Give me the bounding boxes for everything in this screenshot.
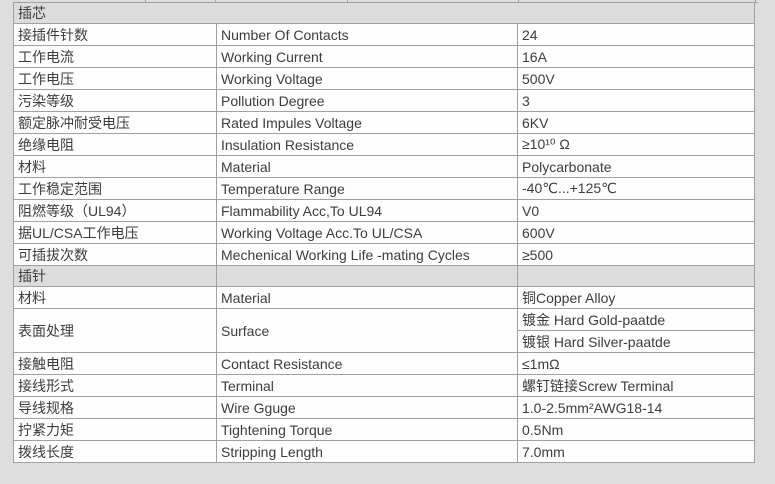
spec-label-cn: 可插拔次数 [13, 243, 217, 266]
spec-value: 16A [517, 45, 755, 68]
spec-value: ≤1mΩ [517, 352, 755, 375]
spec-row: 污染等级 Pollution Degree 3 [13, 89, 755, 112]
section-header-row: 插针 [13, 265, 755, 287]
spec-value: 24 [517, 23, 755, 46]
previous-row-column-border [215, 0, 216, 2]
spec-value: 镀银 Hard Silver-paatde [517, 330, 755, 353]
spec-row: 材料 Material Polycarbonate [13, 155, 755, 178]
spec-row: 接插件针数 Number Of Contacts 24 [13, 23, 755, 46]
spec-label-cn: 接线形式 [13, 374, 217, 397]
spec-table: 插芯 接插件针数 Number Of Contacts 24 工作电流 Working C… [13, 2, 755, 463]
section-header-row: 插芯 [13, 2, 755, 24]
spec-value: V0 [517, 199, 755, 222]
spec-value: -40℃...+125℃ [517, 177, 755, 200]
previous-row-column-border [145, 0, 146, 2]
spec-value: Polycarbonate [517, 155, 755, 178]
spec-value: ≥500 [517, 243, 755, 266]
spec-row: 工作电压 Working Voltage 500V [13, 67, 755, 90]
spec-row: 材料 Material 铜Copper Alloy [13, 286, 755, 309]
spec-label-cn: 工作电流 [13, 45, 217, 68]
spec-label-en: Tightening Torque [216, 418, 518, 441]
spec-value: 螺钉链接Screw Terminal [517, 374, 755, 397]
spec-label-cn: 绝缘电阻 [13, 133, 217, 156]
previous-row-border [753, 2, 758, 3]
spec-label-cn: 材料 [13, 286, 217, 309]
spec-label-cn: 污染等级 [13, 89, 217, 112]
spec-row: 可插拔次数 Mechenical Working Life -mating Cyc… [13, 243, 755, 266]
spec-row: 拧紧力矩 Tightening Torque 0.5Nm [13, 418, 755, 441]
spec-label-cn: 拧紧力矩 [13, 418, 217, 441]
previous-row-column-border [518, 0, 519, 2]
spec-label-en: Working Voltage Acc.To UL/CSA [216, 221, 518, 244]
spec-row: 工作稳定范围 Temperature Range -40℃...+125℃ [13, 177, 755, 200]
spec-row: 据UL/CSA工作电压 Working Voltage Acc.To UL/CSA… [13, 221, 755, 244]
spec-value: 3 [517, 89, 755, 112]
section-header-label: 插针 [13, 265, 217, 287]
spec-label-cn: 拨线长度 [13, 440, 217, 463]
spec-label-en: Surface [216, 308, 518, 353]
spec-row: 导线规格 Wire Gguge 1.0-2.5mm²AWG18-14 [13, 396, 755, 419]
section-header-blank [517, 265, 755, 287]
spec-value: 600V [517, 221, 755, 244]
spec-label-cn: 额定脉冲耐受电压 [13, 111, 217, 134]
spec-label-en: Insulation Resistance [216, 133, 518, 156]
spec-label-cn: 接触电阻 [13, 352, 217, 375]
spec-row: 拨线长度 Stripping Length 7.0mm [13, 440, 755, 463]
spec-value: 7.0mm [517, 440, 755, 463]
spec-label-en: Rated Impules Voltage [216, 111, 518, 134]
spec-value: ≥10¹⁰ Ω [517, 133, 755, 156]
spec-label-en: Flammability Acc,To UL94 [216, 199, 518, 222]
spec-row: 额定脉冲耐受电压 Rated Impules Voltage 6KV [13, 111, 755, 134]
spec-label-en: Pollution Degree [216, 89, 518, 112]
spec-label-en: Temperature Range [216, 177, 518, 200]
spec-label-en: Mechenical Working Life -mating Cycles [216, 243, 518, 266]
spec-row: 表面处理 Surface 镀金 Hard Gold-paatde [13, 308, 755, 353]
spec-value: 0.5Nm [517, 418, 755, 441]
spec-label-en: Material [216, 155, 518, 178]
spec-label-en: Number Of Contacts [216, 23, 518, 46]
spec-label-cn: 材料 [13, 155, 217, 178]
spec-label-en: Wire Gguge [216, 396, 518, 419]
spec-label-cn: 阻燃等级（UL94） [13, 199, 217, 222]
spec-row: 接线形式 Terminal 螺钉链接Screw Terminal [13, 374, 755, 397]
section-header-label: 插芯 [13, 2, 755, 24]
spec-value: 6KV [517, 111, 755, 134]
spec-label-cn: 工作电压 [13, 67, 217, 90]
spec-value: 铜Copper Alloy [517, 286, 755, 309]
previous-row-column-border [755, 0, 756, 2]
spec-row: 接触电阻 Contact Resistance ≤1mΩ [13, 352, 755, 375]
spec-row: 工作电流 Working Current 16A [13, 45, 755, 68]
spec-label-cn: 工作稳定范围 [13, 177, 217, 200]
spec-label-cn: 导线规格 [13, 396, 217, 419]
section-header-blank [216, 265, 518, 287]
spec-label-en: Working Current [216, 45, 518, 68]
spec-label-en: Working Voltage [216, 67, 518, 90]
spec-value: 1.0-2.5mm²AWG18-14 [517, 396, 755, 419]
spec-label-en: Contact Resistance [216, 352, 518, 375]
spec-label-cn: 接插件针数 [13, 23, 217, 46]
spec-value: 500V [517, 67, 755, 90]
spec-row: 阻燃等级（UL94） Flammability Acc,To UL94 V0 [13, 199, 755, 222]
spec-label-en: Stripping Length [216, 440, 518, 463]
spec-value: 镀金 Hard Gold-paatde [517, 308, 755, 331]
spec-label-cn: 据UL/CSA工作电压 [13, 221, 217, 244]
previous-row-remnant [0, 0, 775, 2]
spec-label-en: Material [216, 286, 518, 309]
spec-label-cn: 表面处理 [13, 308, 217, 353]
previous-row-column-border [347, 0, 348, 2]
spec-row: 绝缘电阻 Insulation Resistance ≥10¹⁰ Ω [13, 133, 755, 156]
spec-label-en: Terminal [216, 374, 518, 397]
